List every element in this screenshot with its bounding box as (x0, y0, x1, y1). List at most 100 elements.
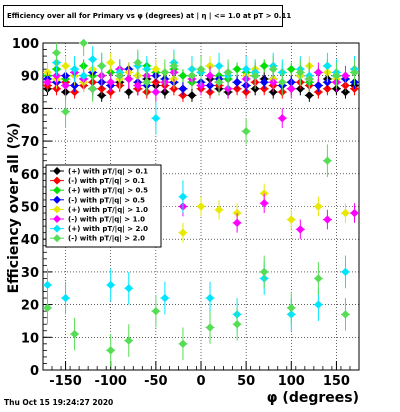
data-point (160, 293, 170, 303)
data-point (232, 64, 242, 74)
data-point (341, 267, 350, 277)
data-point (43, 78, 52, 87)
data-point (350, 208, 359, 218)
legend-entry: (+) with pT/|q| > 0.5 (68, 187, 148, 196)
data-point (214, 61, 224, 71)
timestamp: Thu Oct 15 19:24:27 2020 (4, 398, 114, 407)
data-point (124, 336, 133, 345)
data-point (241, 127, 251, 136)
data-point (250, 71, 260, 80)
data-point (61, 61, 70, 71)
data-point (79, 38, 88, 48)
legend-marker (53, 215, 61, 223)
data-point (151, 87, 161, 97)
legend-marker (53, 205, 61, 214)
data-point (305, 91, 314, 100)
data-point (232, 218, 242, 228)
y-tick-label: 100 (12, 37, 39, 52)
y-tick-label: 80 (21, 102, 39, 117)
data-point (178, 192, 188, 201)
x-tick-label: -150 (49, 374, 82, 389)
legend-marker (53, 186, 61, 195)
data-point (52, 48, 61, 58)
legend-marker (53, 224, 61, 233)
legend: (+) with pT/|q| > 0.1(-) with pT/|q| > 0… (45, 164, 162, 248)
legend-box (45, 164, 162, 248)
data-point (323, 78, 332, 87)
data-point (106, 280, 115, 290)
data-point (287, 84, 296, 93)
data-point (314, 202, 323, 211)
legend-entry: (+) with pT/|q| > 1.0 (68, 206, 148, 215)
y-tick-label: 60 (21, 168, 39, 183)
data-point (223, 68, 233, 77)
data-point (205, 71, 215, 80)
data-point (314, 274, 323, 283)
data-point (214, 78, 224, 87)
data-point (79, 71, 88, 80)
data-point (305, 74, 314, 84)
legend-marker (53, 234, 61, 243)
data-point (151, 114, 161, 123)
data-point (296, 225, 305, 234)
legend-entry: (+) with pT/|q| > 0.1 (68, 168, 148, 177)
data-point (70, 329, 79, 339)
data-point (115, 71, 124, 80)
data-point (124, 74, 133, 84)
data-point (169, 61, 179, 71)
data-point (278, 78, 287, 87)
y-tick-label: 50 (21, 201, 39, 216)
legend-marker (53, 167, 61, 175)
x-tick-label: 50 (237, 374, 255, 389)
data-point (341, 208, 350, 218)
data-point (260, 61, 269, 71)
legend-entry: (-) with pT/|q| > 0.1 (68, 177, 145, 186)
data-point (151, 64, 161, 74)
data-point (323, 215, 332, 224)
y-tick-label: 30 (21, 266, 39, 281)
axis-ticks: -150 -100 -50 0 50 100 150 0 10 20 30 40 50 60 70 80 90 1… (12, 37, 360, 389)
data-point (196, 202, 206, 211)
chart-title: Efficiency over all for Primary vs φ (de… (7, 12, 292, 20)
data-point (260, 199, 269, 208)
data-point (269, 64, 278, 74)
data-point (187, 71, 197, 80)
data-point (142, 78, 152, 87)
legend-marker (53, 195, 61, 204)
data-point (341, 71, 350, 80)
legend-entry: (-) with pT/|q| > 0.5 (68, 196, 145, 205)
y-tick-label: 40 (21, 233, 39, 248)
legend-marker (53, 176, 61, 185)
data-point (260, 267, 269, 277)
data-point (350, 68, 359, 77)
data-point (232, 78, 242, 87)
data-point (178, 84, 188, 93)
data-point (133, 58, 142, 67)
data-point (323, 156, 332, 165)
data-point (61, 107, 70, 116)
y-tick-label: 20 (21, 299, 39, 314)
data-point (97, 61, 106, 71)
data-point (124, 284, 133, 293)
x-tick-label: -50 (144, 374, 168, 389)
data-point (151, 306, 161, 316)
legend-entry: (+) with pT/|q| > 2.0 (68, 225, 148, 234)
y-tick-label: 10 (21, 331, 39, 346)
data-point (332, 71, 341, 80)
data-point (178, 71, 188, 80)
legend-entry: (-) with pT/|q| > 1.0 (68, 216, 145, 225)
data-point (178, 228, 188, 237)
data-points (43, 38, 359, 367)
title-box: Efficiency over all for Primary vs φ (de… (3, 5, 291, 27)
data-point (296, 68, 305, 77)
data-point (133, 81, 142, 90)
data-point (106, 58, 115, 67)
data-point (61, 81, 70, 90)
x-axis-title: φ (degrees) (267, 390, 359, 406)
data-point (323, 61, 332, 71)
data-point (88, 84, 97, 93)
data-point (178, 339, 188, 349)
data-point (232, 320, 242, 329)
x-tick-label: -100 (94, 374, 127, 389)
